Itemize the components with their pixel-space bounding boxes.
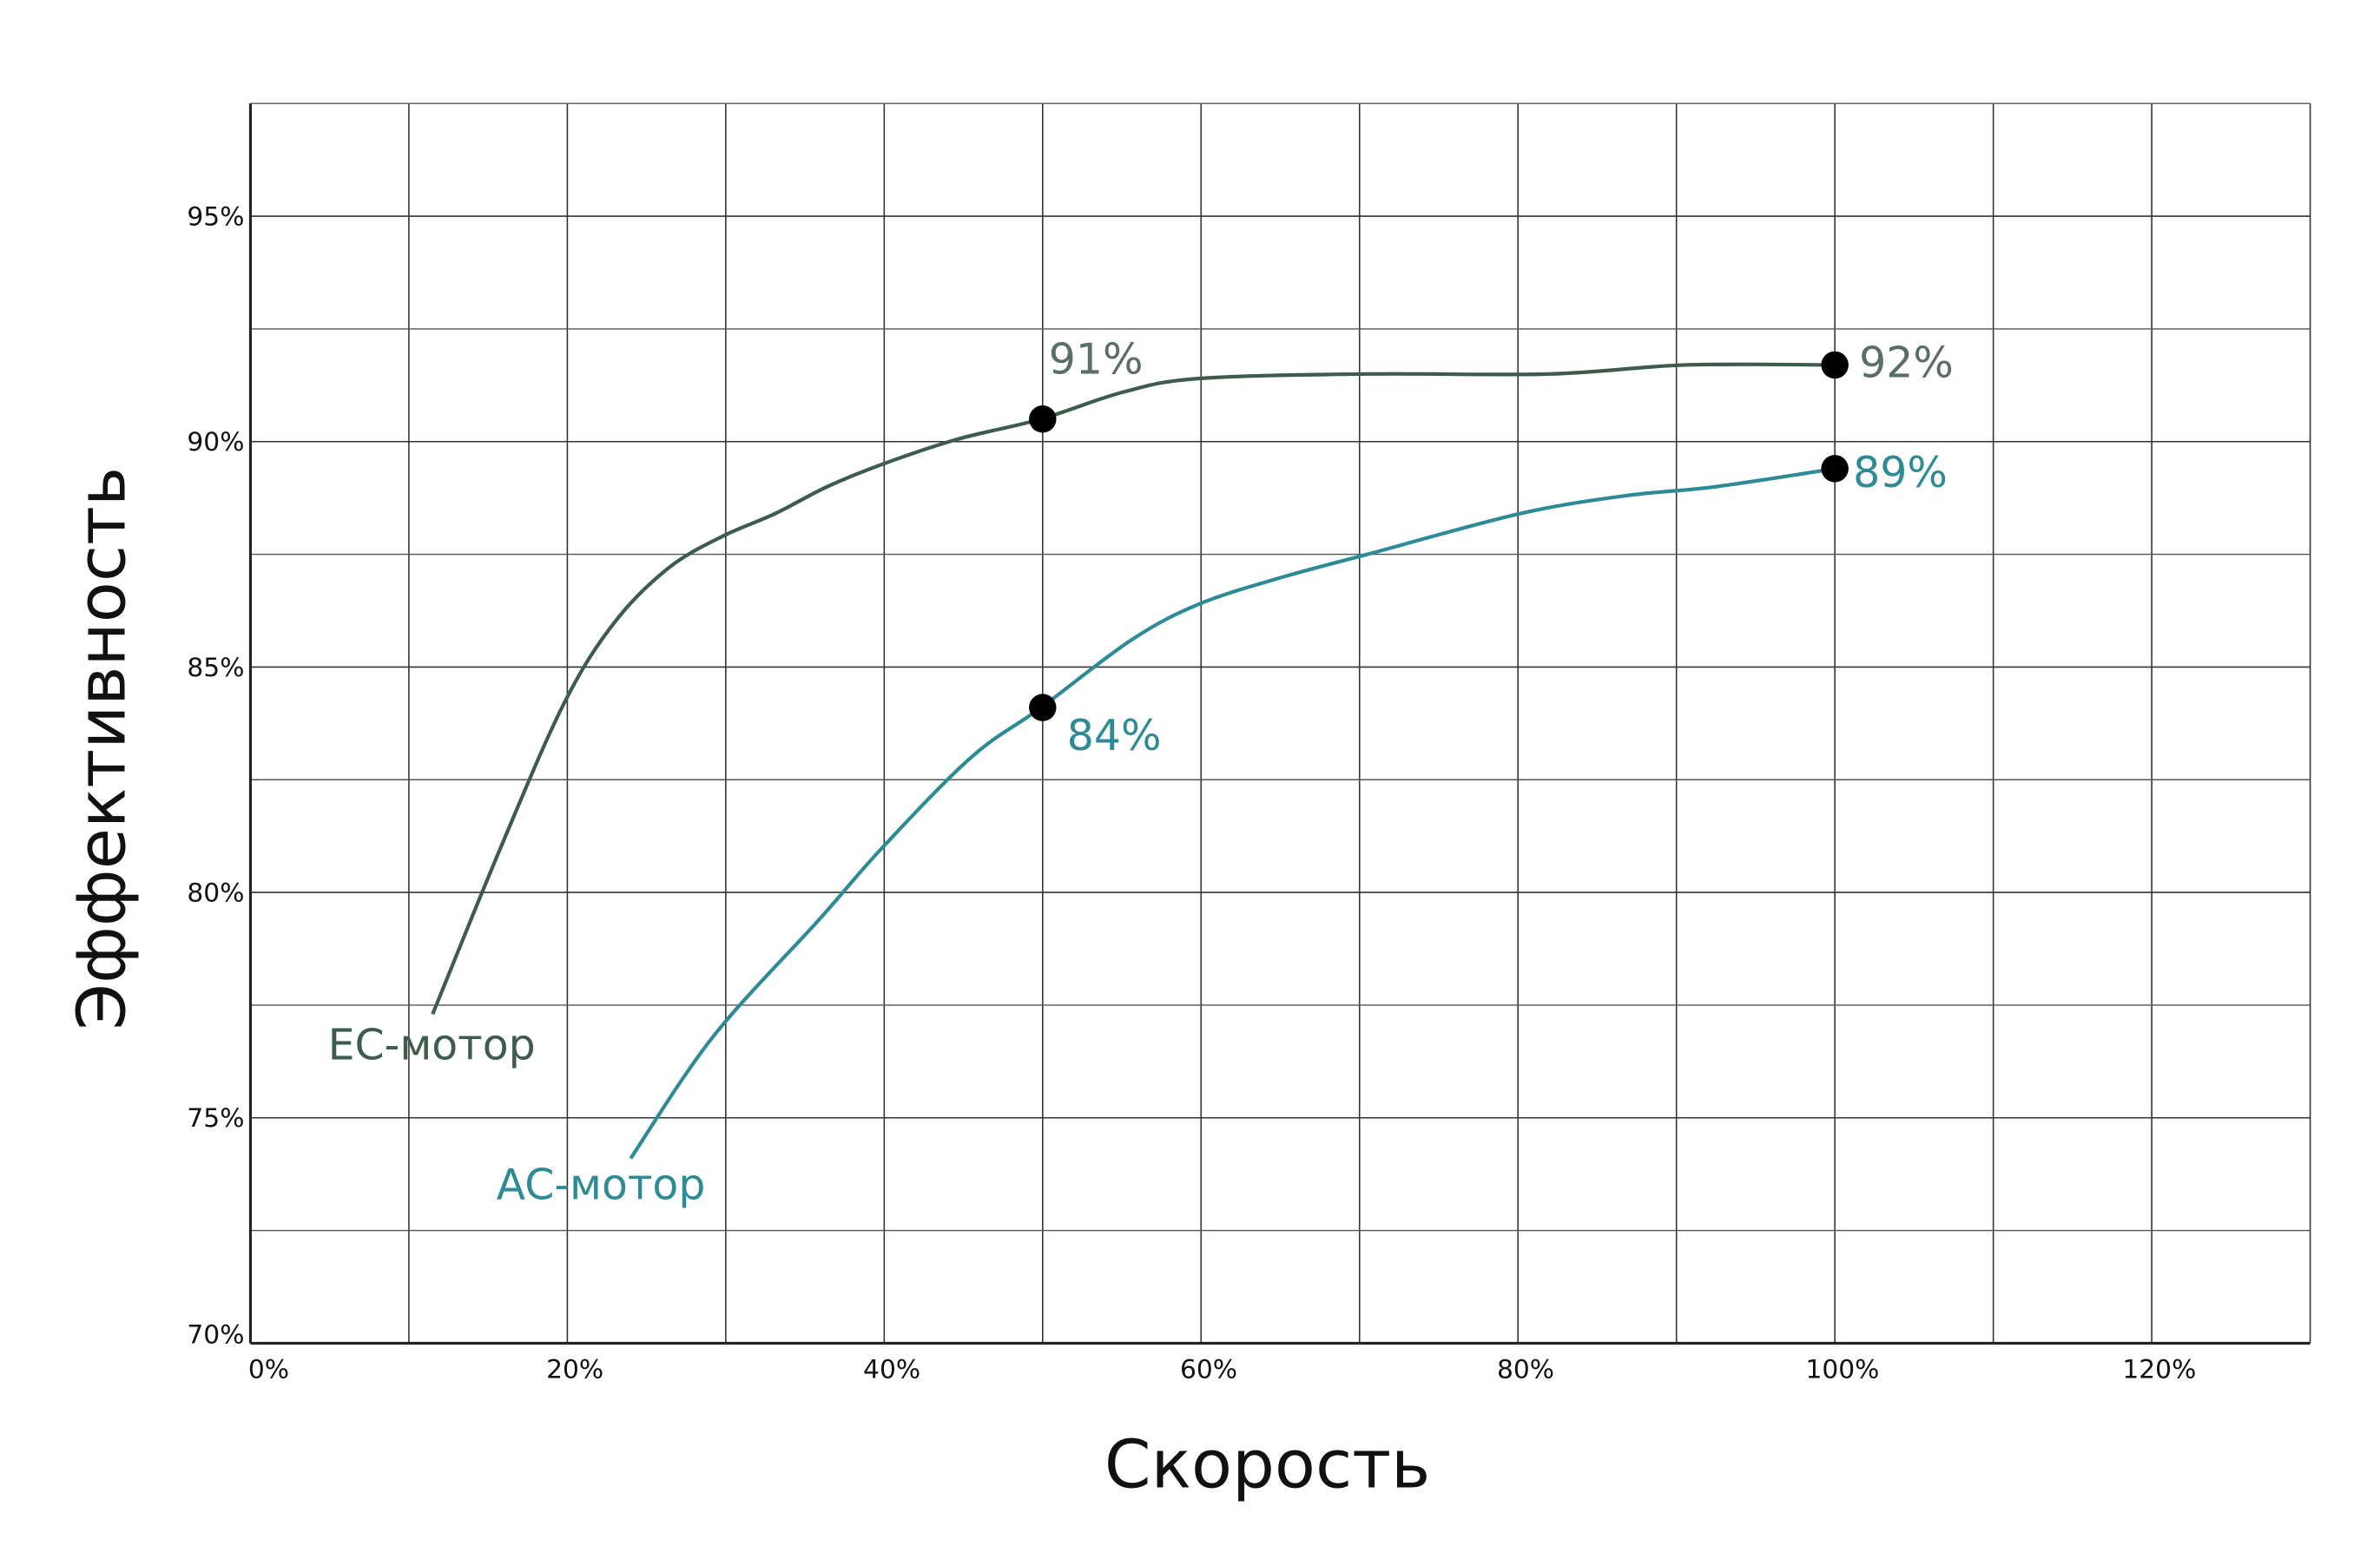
x-tick-label: 20%	[546, 1355, 603, 1385]
data-markers: 91% 92% 84% 89%	[1029, 334, 1954, 760]
data-label: 92%	[1859, 338, 1954, 387]
data-point	[1821, 455, 1849, 483]
data-point	[1821, 351, 1849, 379]
data-point	[1029, 694, 1057, 721]
y-tick-label: 90%	[187, 427, 244, 457]
series-line-ac	[629, 466, 1836, 1160]
x-axis-title: Скорость	[1104, 1426, 1430, 1503]
x-tick-label: 80%	[1497, 1355, 1554, 1385]
data-point	[1029, 405, 1057, 433]
y-tick-label: 85%	[187, 653, 244, 683]
y-tick-label: 95%	[187, 202, 244, 233]
data-label: 91%	[1049, 334, 1144, 384]
x-tick-label: 60%	[1180, 1355, 1237, 1385]
data-label: 84%	[1067, 711, 1162, 760]
y-axis-title: Эффективность	[63, 467, 141, 1030]
y-tick-label: 80%	[187, 878, 244, 909]
series-label-ac: AC-мотор	[497, 1160, 706, 1209]
grid	[248, 102, 2311, 1345]
y-tick-label: 70%	[187, 1319, 244, 1350]
series-line-ec	[431, 362, 1836, 1016]
x-tick-label: 40%	[863, 1355, 920, 1385]
x-tick-label: 100%	[1805, 1355, 1879, 1385]
series-lines	[431, 362, 1836, 1160]
data-label: 89%	[1853, 448, 1948, 497]
tick-labels: 0% 20% 40% 60% 80% 100% 120% 70% 75% 80% 85% 90% 95%	[187, 202, 2196, 1385]
x-tick-label: 0%	[248, 1355, 289, 1385]
series-label-ec: EC-мотор	[328, 1021, 536, 1070]
x-tick-label: 120%	[2122, 1355, 2196, 1385]
y-tick-label: 75%	[187, 1103, 244, 1134]
